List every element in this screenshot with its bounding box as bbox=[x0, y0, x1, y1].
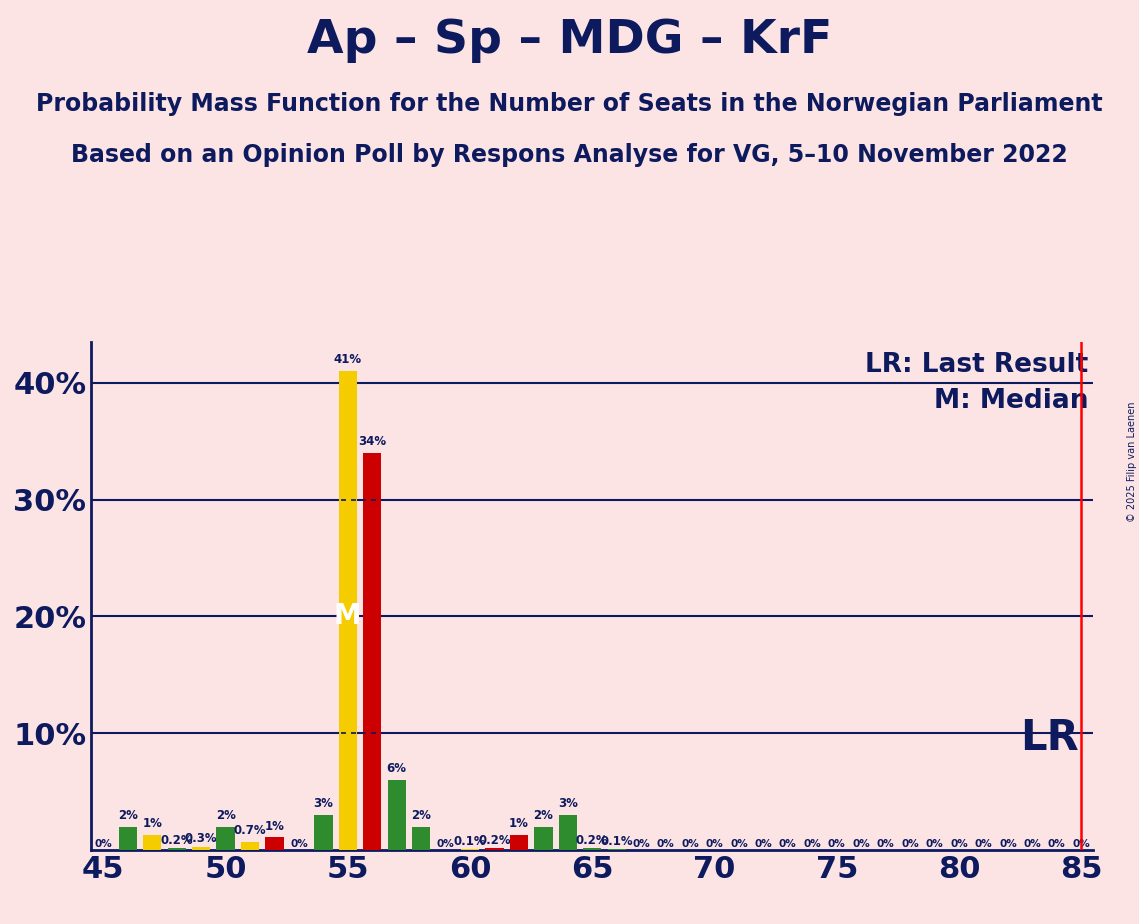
Text: Ap – Sp – MDG – KrF: Ap – Sp – MDG – KrF bbox=[306, 18, 833, 64]
Text: 0%: 0% bbox=[901, 840, 919, 849]
Text: M: Median: M: Median bbox=[934, 388, 1089, 414]
Text: 0.1%: 0.1% bbox=[600, 834, 633, 847]
Bar bbox=[265, 837, 284, 850]
Text: 2%: 2% bbox=[533, 809, 554, 822]
Text: 0%: 0% bbox=[950, 840, 968, 849]
Text: 0%: 0% bbox=[999, 840, 1017, 849]
Text: 0%: 0% bbox=[657, 840, 674, 849]
Bar bbox=[558, 815, 577, 850]
Text: 0%: 0% bbox=[926, 840, 943, 849]
Text: 1%: 1% bbox=[264, 820, 285, 833]
Bar bbox=[583, 847, 601, 850]
Text: 0.3%: 0.3% bbox=[185, 833, 218, 845]
Text: 0%: 0% bbox=[975, 840, 992, 849]
Text: 0.1%: 0.1% bbox=[453, 834, 486, 847]
Text: 0%: 0% bbox=[290, 840, 308, 849]
Text: M: M bbox=[334, 602, 361, 630]
Text: LR: Last Result: LR: Last Result bbox=[866, 352, 1089, 378]
Bar bbox=[192, 846, 211, 850]
Text: 2%: 2% bbox=[411, 809, 431, 822]
Text: 0%: 0% bbox=[632, 840, 650, 849]
Text: 0%: 0% bbox=[803, 840, 821, 849]
Bar bbox=[338, 371, 357, 850]
Bar bbox=[387, 780, 405, 850]
Text: Based on an Opinion Poll by Respons Analyse for VG, 5–10 November 2022: Based on an Opinion Poll by Respons Anal… bbox=[71, 143, 1068, 167]
Text: 0%: 0% bbox=[706, 840, 723, 849]
Text: 0%: 0% bbox=[754, 840, 772, 849]
Bar bbox=[461, 849, 480, 850]
Bar bbox=[167, 847, 186, 850]
Bar bbox=[607, 849, 626, 850]
Text: 2%: 2% bbox=[215, 809, 236, 822]
Bar bbox=[118, 827, 137, 850]
Text: 3%: 3% bbox=[313, 797, 334, 810]
Bar bbox=[510, 835, 528, 850]
Text: 0%: 0% bbox=[681, 840, 699, 849]
Bar bbox=[144, 835, 162, 850]
Bar bbox=[534, 827, 552, 850]
Text: 0%: 0% bbox=[1024, 840, 1041, 849]
Text: 0%: 0% bbox=[95, 840, 113, 849]
Text: 6%: 6% bbox=[387, 762, 407, 775]
Bar bbox=[314, 815, 333, 850]
Text: 0%: 0% bbox=[1048, 840, 1066, 849]
Text: 0%: 0% bbox=[877, 840, 894, 849]
Text: LR: LR bbox=[1019, 717, 1079, 760]
Text: 0%: 0% bbox=[1072, 840, 1090, 849]
Text: 2%: 2% bbox=[117, 809, 138, 822]
Text: 41%: 41% bbox=[334, 353, 362, 367]
Bar bbox=[412, 827, 431, 850]
Text: 0.2%: 0.2% bbox=[478, 833, 510, 846]
Bar bbox=[216, 827, 235, 850]
Bar bbox=[363, 453, 382, 850]
Text: 0%: 0% bbox=[852, 840, 870, 849]
Text: 0.7%: 0.7% bbox=[233, 824, 267, 837]
Bar bbox=[240, 842, 260, 850]
Text: 34%: 34% bbox=[358, 435, 386, 448]
Text: 0.2%: 0.2% bbox=[576, 833, 608, 846]
Text: 0.2%: 0.2% bbox=[161, 833, 192, 846]
Text: 0%: 0% bbox=[436, 840, 454, 849]
Text: 1%: 1% bbox=[142, 817, 162, 831]
Text: © 2025 Filip van Laenen: © 2025 Filip van Laenen bbox=[1126, 402, 1137, 522]
Text: 1%: 1% bbox=[509, 817, 528, 831]
Text: 3%: 3% bbox=[558, 797, 577, 810]
Text: 0%: 0% bbox=[730, 840, 748, 849]
Text: 0%: 0% bbox=[828, 840, 845, 849]
Text: Probability Mass Function for the Number of Seats in the Norwegian Parliament: Probability Mass Function for the Number… bbox=[36, 92, 1103, 116]
Bar bbox=[485, 847, 503, 850]
Text: 0%: 0% bbox=[779, 840, 796, 849]
